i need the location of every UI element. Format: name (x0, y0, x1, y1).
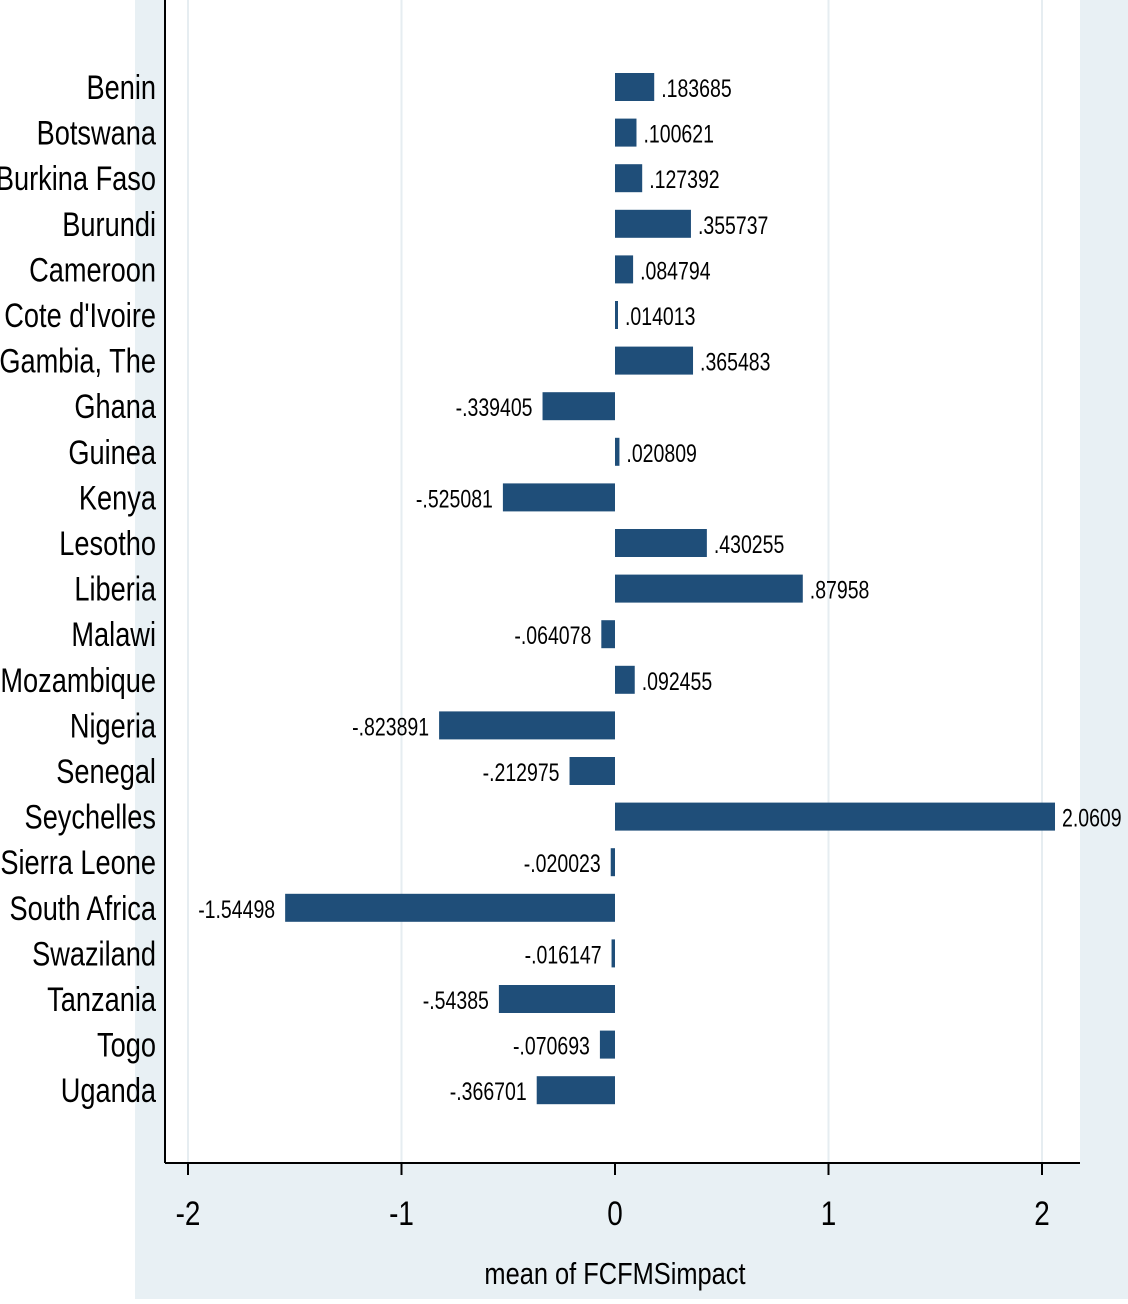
category-label: Cote d'Ivoire (4, 296, 156, 335)
bar-value-label: .100621 (643, 120, 713, 148)
bar (615, 164, 643, 193)
bar-value-label: -.525081 (416, 485, 493, 513)
category-label: Sierra Leone (0, 843, 156, 882)
category-label: Gambia, The (0, 342, 156, 381)
category-label: Uganda (61, 1071, 157, 1110)
bar-value-label: -.212975 (483, 759, 560, 787)
category-label: Lesotho (59, 524, 156, 563)
bar (569, 757, 615, 785)
category-label: Botswana (37, 114, 157, 153)
bar-value-label: .365483 (700, 348, 770, 376)
bar (615, 529, 707, 557)
bar-value-label: -.064078 (514, 622, 591, 650)
bar-value-label: -1.54498 (198, 895, 275, 923)
x-axis-title: mean of FCFMSimpact (484, 1257, 745, 1292)
bar (615, 437, 620, 466)
category-label: Swaziland (32, 934, 156, 973)
bar-value-label: .092455 (642, 667, 712, 695)
bar-value-labels: .183685 .100621 .127392 .355737 .084794 .0140… (198, 75, 1121, 1106)
x-tick-label: -1 (389, 1194, 414, 1232)
bar (615, 255, 634, 284)
category-label: South Africa (9, 889, 156, 928)
bar (615, 209, 691, 238)
bar-value-label: .127392 (649, 166, 719, 194)
category-label: Guinea (68, 433, 156, 472)
category-label: Kenya (79, 478, 157, 517)
bars (285, 73, 1056, 1105)
bar-value-label: .020809 (626, 439, 696, 467)
category-label: Ghana (74, 387, 156, 426)
bar-value-label: .084794 (640, 257, 710, 285)
bar-value-label: .183685 (661, 75, 731, 103)
bar (615, 574, 803, 603)
bar (599, 1030, 615, 1059)
bar-value-label: -.070693 (513, 1032, 590, 1060)
x-tick-label: 0 (607, 1194, 623, 1232)
bar-value-label: .430255 (714, 531, 784, 559)
bar-value-label: -.020023 (524, 850, 601, 878)
bar (610, 848, 615, 877)
bar-value-label: .355737 (698, 211, 768, 239)
bar (615, 802, 1056, 831)
bar-value-label: -.016147 (525, 941, 602, 969)
bar (285, 893, 615, 922)
bar (542, 392, 615, 421)
category-label: Benin (86, 68, 156, 107)
category-label: Tanzania (47, 980, 157, 1019)
category-label: Togo (97, 1026, 156, 1065)
bar-value-label: .014013 (625, 303, 695, 331)
bar (615, 118, 637, 147)
category-label: Burkina Faso (0, 159, 156, 198)
bar (611, 939, 615, 968)
x-tick-label: 2 (1034, 1194, 1050, 1232)
category-label: Liberia (74, 570, 156, 609)
bar-value-label: .87958 (810, 576, 870, 604)
bar (601, 620, 615, 649)
category-label: Nigeria (70, 706, 157, 745)
gridlines (187, 0, 1043, 1163)
category-label: Cameroon (29, 250, 156, 289)
category-label: Seychelles (25, 798, 156, 837)
bar (615, 301, 618, 329)
bar (439, 711, 615, 740)
bar (615, 346, 694, 375)
bar-value-label: -.339405 (456, 394, 533, 422)
category-labels: Benin Botswana Burkina Faso Burundi Cameroon… (0, 68, 157, 1110)
bar (615, 665, 635, 694)
category-label: Senegal (56, 752, 156, 791)
x-tick-label: -2 (176, 1194, 201, 1232)
category-label: Mozambique (0, 661, 156, 700)
x-tick-label: 1 (821, 1194, 837, 1232)
bar-value-label: 2.0609 (1062, 804, 1122, 832)
bar (615, 73, 655, 101)
x-axis-ticks: -2 -1 0 1 2 (176, 1163, 1050, 1233)
category-label: Malawi (71, 615, 156, 654)
bar (502, 483, 615, 512)
bar-value-label: -.823891 (352, 713, 429, 741)
bar-value-label: -.366701 (450, 1078, 527, 1106)
category-label: Burundi (62, 205, 156, 244)
bar-value-label: -.54385 (423, 987, 489, 1015)
bar (536, 1076, 615, 1105)
bar (498, 985, 615, 1013)
